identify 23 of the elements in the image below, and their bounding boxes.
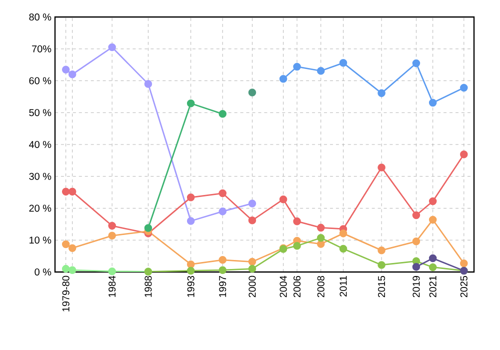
y-tick-label: 80 %	[29, 13, 52, 21]
x-tick-label: 1993	[187, 276, 194, 297]
x-tick-label: 1979-80	[62, 276, 70, 312]
x-tick-label: 2004	[280, 276, 287, 298]
x-tick-label: 2019	[412, 276, 420, 298]
y-tick-label: 0 %	[34, 268, 52, 276]
x-tick-label: 1988	[144, 276, 152, 297]
x-tick-label: 2021	[429, 276, 436, 298]
y-tick-label: 20 %	[29, 204, 52, 212]
y-tick-label: 40 %	[29, 140, 52, 148]
y-tick-label: 70%	[32, 45, 52, 52]
x-tick-label: 2011	[340, 276, 347, 296]
x-tick-label: 2025	[460, 276, 468, 298]
x-tick-label: 2000	[248, 276, 256, 298]
x-tick-label: 2006	[293, 276, 301, 298]
y-tick-label: 10 %	[30, 236, 52, 244]
x-tick-label: 1997	[219, 276, 226, 297]
x-tick-label: 2015	[378, 276, 386, 298]
x-tick-label: 2008	[317, 276, 324, 298]
y-tick-label: 50 %	[29, 109, 52, 116]
x-tick-label: 1984	[108, 276, 116, 297]
y-tick-label: 30 %	[29, 172, 52, 180]
y-tick-label: 60 %	[29, 77, 52, 84]
